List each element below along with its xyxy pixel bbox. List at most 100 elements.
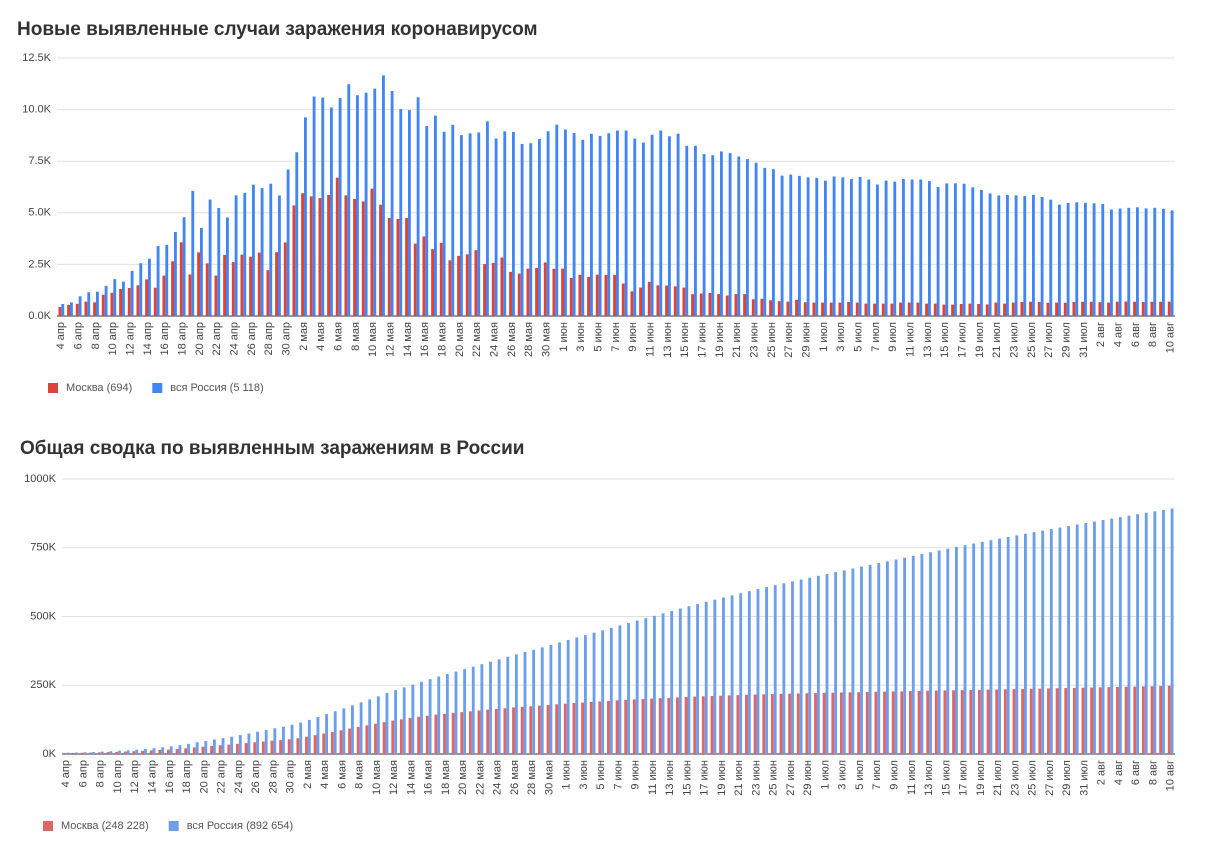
bar: [318, 198, 322, 316]
bar: [977, 304, 980, 316]
bar: [831, 692, 835, 754]
bar: [1110, 518, 1114, 754]
bar: [420, 681, 423, 754]
bar: [1124, 686, 1128, 754]
x-tick-label: 21 июн: [733, 760, 745, 796]
bar: [928, 181, 931, 316]
bar: [1055, 688, 1059, 754]
bar: [113, 279, 117, 316]
bar: [877, 563, 881, 754]
bar: [821, 302, 824, 316]
bar: [951, 304, 954, 316]
bar: [910, 179, 914, 316]
bar: [218, 745, 222, 754]
bar: [564, 129, 567, 316]
x-tick-label: 28 апр: [263, 322, 275, 355]
bar: [287, 739, 291, 754]
bar: [1012, 689, 1016, 754]
bar: [1058, 204, 1061, 316]
x-tick-label: 1 июл: [818, 322, 830, 352]
x-tick-label: 10 мая: [371, 760, 383, 795]
bar: [399, 109, 403, 316]
y-tick-label: 500K: [30, 610, 56, 622]
bar: [382, 75, 385, 316]
bar: [763, 167, 767, 316]
bar: [736, 695, 740, 754]
bar: [1101, 520, 1105, 754]
bar: [734, 294, 738, 316]
bar: [676, 133, 680, 316]
x-tick-label: 21 июл: [991, 322, 1003, 358]
x-tick-label: 17 июл: [958, 760, 970, 796]
x-tick-label: 6 апр: [77, 760, 89, 787]
bar: [1020, 301, 1024, 316]
bar: [212, 739, 216, 754]
bar: [153, 287, 157, 316]
bar: [257, 252, 261, 316]
y-tick-label: 5.0K: [28, 207, 51, 219]
bar: [1127, 515, 1131, 754]
x-tick-label: 7 июн: [610, 322, 622, 352]
bar: [960, 690, 964, 754]
bar: [971, 187, 975, 316]
legend-swatch: [168, 821, 179, 831]
legend-label: Москва (248 228): [61, 820, 149, 832]
x-tick-label: 4 авг: [1113, 322, 1125, 347]
bar: [969, 689, 973, 754]
bar: [952, 690, 955, 754]
x-tick-label: 23 июн: [750, 760, 762, 796]
bar: [249, 256, 252, 316]
bar: [552, 268, 556, 316]
bar: [339, 730, 343, 754]
bar: [361, 201, 365, 316]
x-tick-label: 20 мая: [457, 760, 469, 795]
bar: [578, 274, 582, 316]
x-tick-label: 12 мая: [385, 322, 397, 357]
bar: [1040, 197, 1044, 316]
bar: [344, 195, 348, 316]
bar: [972, 543, 976, 754]
x-tick-label: 24 апр: [233, 760, 245, 793]
x-tick-label: 14 апр: [146, 760, 158, 793]
bar: [187, 743, 190, 754]
bar: [1006, 195, 1009, 316]
x-tick-label: 8 апр: [90, 322, 102, 349]
bar: [78, 296, 82, 316]
bar: [273, 728, 277, 754]
bar: [933, 303, 937, 316]
bar: [1167, 301, 1171, 316]
bar: [832, 176, 836, 316]
x-tick-label: 25 июн: [766, 322, 778, 358]
bar: [494, 138, 498, 316]
x-tick-label: 4 апр: [55, 322, 67, 349]
bar: [330, 107, 333, 316]
bar: [1127, 207, 1131, 316]
x-tick-label: 17 июн: [697, 322, 709, 358]
bar: [279, 740, 283, 754]
bar: [954, 546, 958, 754]
bar: [491, 262, 495, 316]
x-tick-label: 11 июн: [645, 322, 657, 357]
y-tick-label: 750K: [30, 542, 56, 554]
bar: [230, 736, 234, 754]
bar: [540, 647, 544, 754]
bar: [1170, 210, 1174, 316]
x-tick-label: 8 мая: [350, 322, 362, 351]
bar: [451, 712, 455, 754]
bar: [243, 192, 247, 316]
x-tick-label: 27 июн: [785, 760, 797, 796]
bar: [305, 736, 308, 754]
bar: [1107, 687, 1111, 754]
bar: [529, 706, 533, 754]
x-tick-label: 29 июн: [802, 760, 814, 796]
bar: [937, 550, 941, 754]
bar: [587, 276, 590, 316]
x-tick-label: 15 июл: [939, 322, 951, 358]
bar: [919, 179, 923, 316]
bar: [661, 613, 665, 754]
x-tick-label: 28 апр: [267, 760, 279, 793]
bar: [1072, 301, 1076, 316]
bar: [512, 131, 515, 316]
bar: [1011, 302, 1015, 316]
bar: [624, 130, 628, 316]
